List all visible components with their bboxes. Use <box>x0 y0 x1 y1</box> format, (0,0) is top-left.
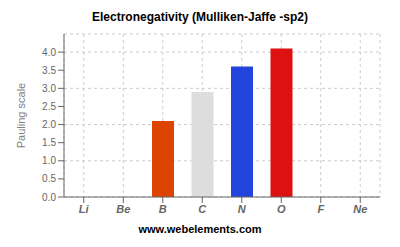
svg-text:2.5: 2.5 <box>42 101 56 112</box>
svg-text:2.0: 2.0 <box>42 119 56 130</box>
html-text:www.webelements.com: www.webelements.com <box>138 223 262 235</box>
svg-text:F: F <box>317 203 324 215</box>
svg-text:B: B <box>159 203 167 215</box>
svg-text:4.0: 4.0 <box>42 47 56 58</box>
svg-text:O: O <box>277 203 286 215</box>
svg-text:0.5: 0.5 <box>42 173 56 184</box>
svg-text:0.0: 0.0 <box>42 192 56 203</box>
svg-text:3.0: 3.0 <box>42 83 56 94</box>
svg-text:N: N <box>238 203 247 215</box>
svg-text:Pauling scale: Pauling scale <box>15 83 27 148</box>
svg-text:3.5: 3.5 <box>42 65 56 76</box>
html-text:Electronegativity (Mulliken-Ja: Electronegativity (Mulliken-Jaffe -sp2) <box>92 10 308 24</box>
svg-text:Be: Be <box>116 203 130 215</box>
svg-text:1.0: 1.0 <box>42 155 56 166</box>
svg-text:Ne: Ne <box>353 203 367 215</box>
svg-text:C: C <box>198 203 207 215</box>
svg-text:Li: Li <box>79 203 90 215</box>
svg-text:1.5: 1.5 <box>42 137 56 148</box>
